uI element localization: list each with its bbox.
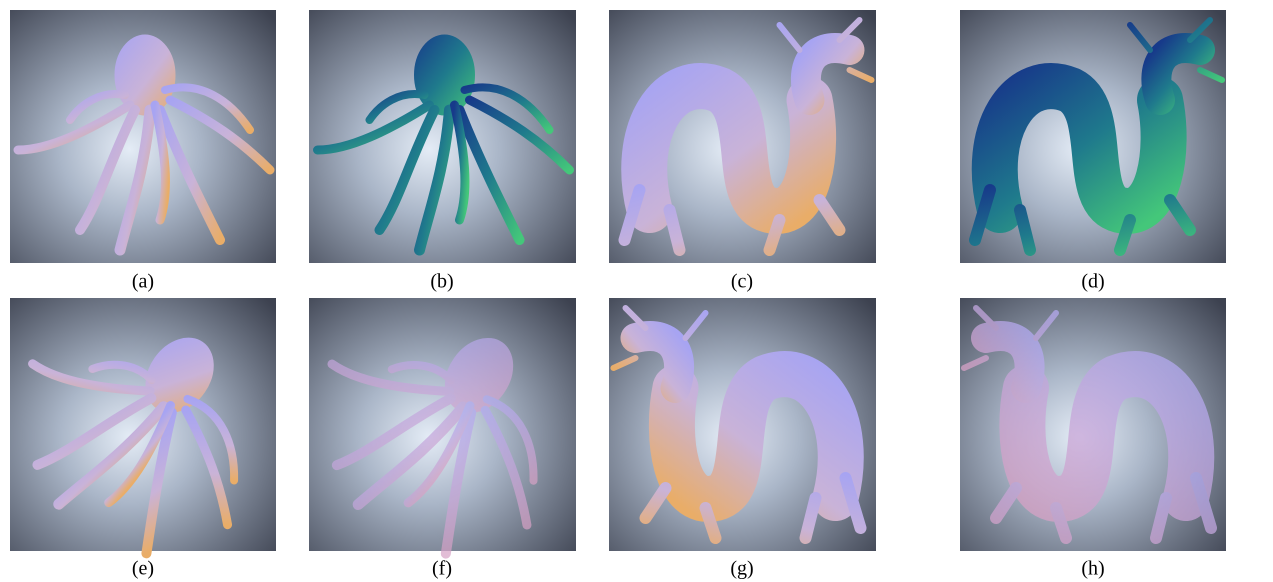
caption: (g) <box>730 558 753 580</box>
caption: (a) <box>132 271 154 293</box>
panel-image <box>0 270 305 582</box>
caption: (b) <box>430 271 453 293</box>
panel-image <box>609 10 876 263</box>
caption: (h) <box>1081 558 1104 580</box>
panel-image <box>10 10 276 263</box>
panel-image <box>960 10 1226 263</box>
caption: (e) <box>132 558 154 580</box>
captions: (a) (b) (c) (d) (e) (f) (g) (h) <box>132 271 1105 580</box>
panel-image <box>609 298 876 551</box>
caption: (f) <box>432 558 452 580</box>
panel-image <box>309 10 576 263</box>
caption: (c) <box>731 271 753 293</box>
panel-image <box>960 298 1226 551</box>
panels <box>0 10 1226 582</box>
panel-image <box>275 270 605 582</box>
caption: (d) <box>1081 271 1104 293</box>
